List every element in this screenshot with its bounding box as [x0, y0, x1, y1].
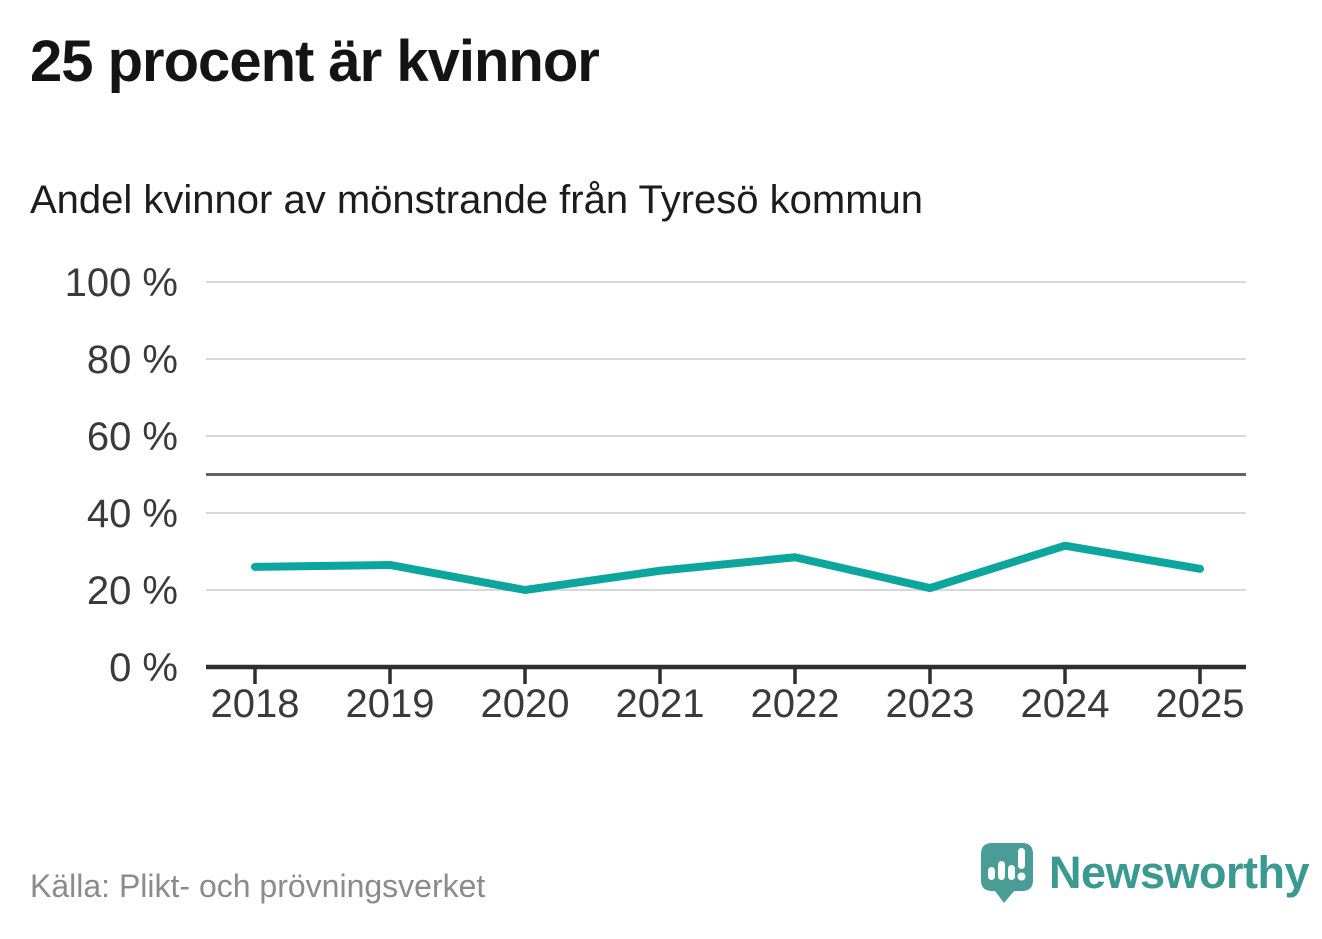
- newsworthy-speech-bubble-bar-chart-icon: [981, 843, 1033, 903]
- chart-subtitle: Andel kvinnor av mönstrande från Tyresö …: [30, 178, 924, 222]
- y-axis-label: 80 %: [87, 338, 178, 382]
- data-line-andel-kvinnor: [251, 541, 1204, 594]
- newsworthy-logo: Newsworthy: [980, 842, 1310, 904]
- x-axis-label: 2018: [211, 682, 300, 726]
- x-axis-label: 2021: [616, 682, 705, 726]
- x-axis-label: 2025: [1156, 682, 1245, 726]
- y-axis-label: 100 %: [65, 261, 178, 305]
- x-axis-label: 2024: [1021, 682, 1110, 726]
- y-axis-label: 20 %: [87, 569, 178, 613]
- x-axis-label: 2022: [751, 682, 840, 726]
- y-axis-label: 60 %: [87, 415, 178, 459]
- x-axis-label: 2020: [481, 682, 570, 726]
- source-note: Källa: Plikt- och prövningsverket: [30, 868, 486, 904]
- chart-title: 25 procent är kvinnor: [30, 29, 600, 94]
- newsworthy-logo-text: Newsworthy: [1049, 847, 1310, 898]
- y-axis-label: 40 %: [87, 492, 178, 536]
- line-chart: 0 % 20 % 40 % 60 % 80 % 100 % 2018 2019 2020 2021…: [0, 258, 1322, 740]
- x-axis-label: 2023: [886, 682, 975, 726]
- x-axis-label: 2019: [346, 682, 435, 726]
- y-axis-label: 0 %: [109, 646, 178, 690]
